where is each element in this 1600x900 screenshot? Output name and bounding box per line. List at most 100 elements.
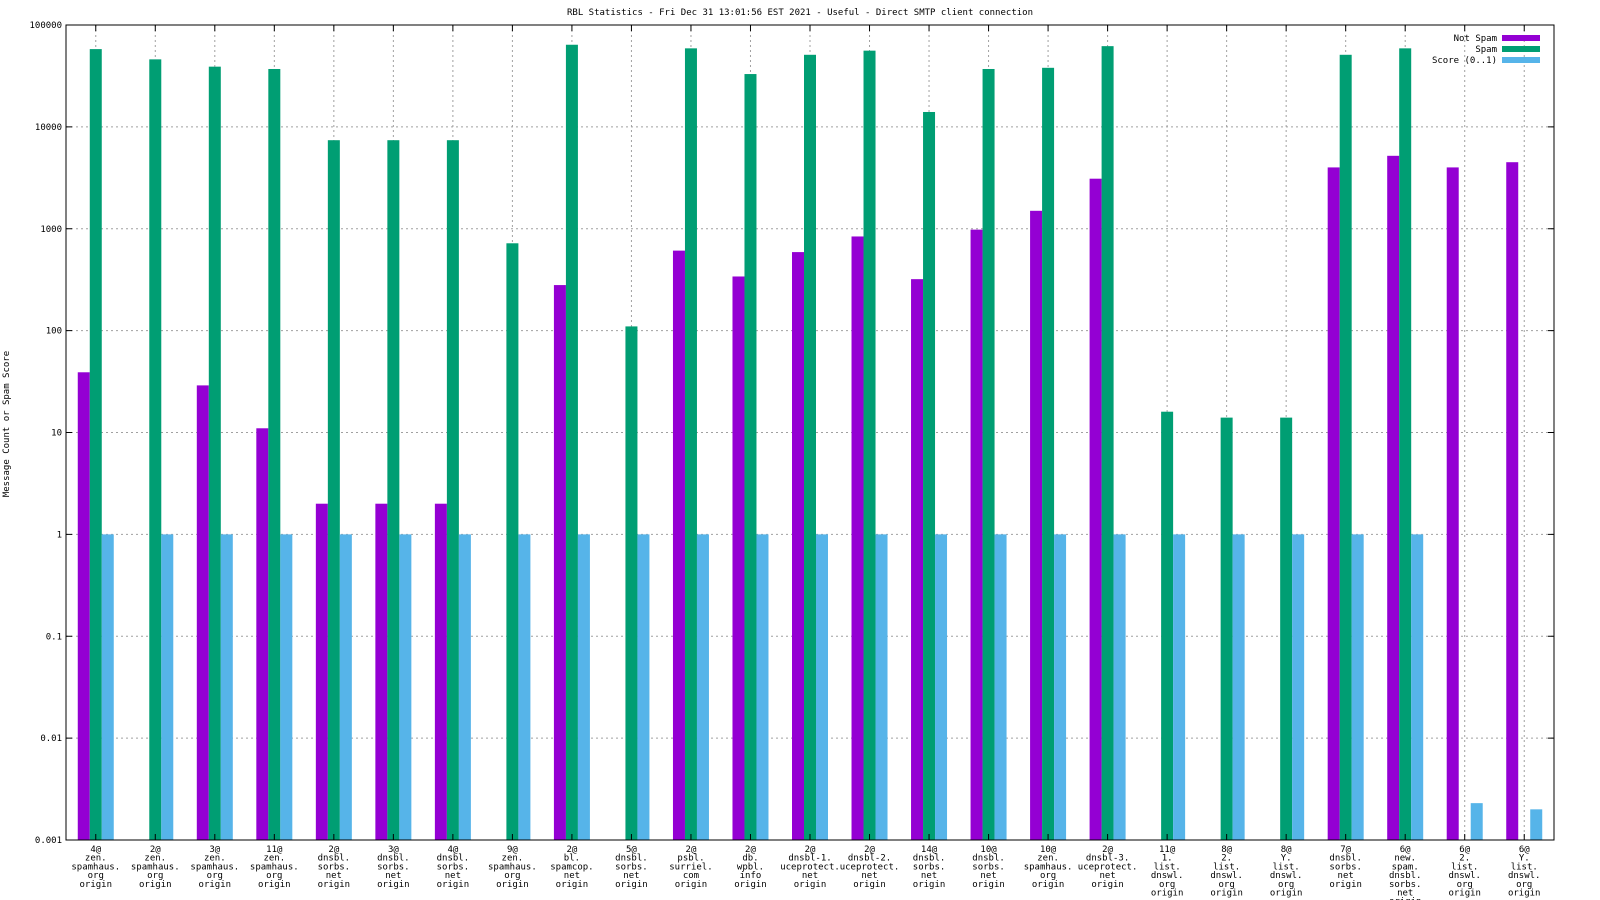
x-tick-label-line: 2@ bbox=[686, 845, 697, 855]
x-tick-label: 10@ zen. spamhaus. org origin bbox=[1024, 845, 1073, 890]
x-tick-label-line: dnsbl-1. bbox=[788, 854, 831, 864]
y-tick-label: 100 bbox=[46, 327, 62, 337]
x-tick-label-line: list. bbox=[1154, 862, 1181, 872]
bar-spam bbox=[327, 140, 340, 840]
x-tick-label-line: dnswl. bbox=[1151, 871, 1184, 881]
x-tick-label: 11@ 1. list. dnswl. org origin bbox=[1151, 845, 1184, 899]
x-tick-label-line: origin bbox=[318, 880, 351, 890]
bar-spam bbox=[923, 111, 936, 840]
bar-score-0-1 bbox=[637, 534, 650, 840]
bar-score-0-1 bbox=[518, 534, 531, 840]
x-tick-label-line: net bbox=[980, 871, 996, 881]
x-tick-label-line: origin bbox=[1508, 889, 1541, 899]
x-tick-label-line: origin bbox=[913, 880, 946, 890]
bar-spam bbox=[565, 44, 578, 840]
x-tick-label-line: spamhaus. bbox=[71, 862, 120, 872]
x-tick-label-line: 10@ bbox=[980, 845, 997, 855]
bar-score-0-1 bbox=[577, 534, 590, 840]
bar-not-spam bbox=[553, 285, 566, 840]
x-tick-label-line: org bbox=[1219, 880, 1235, 890]
legend-label: Score (0..1) bbox=[1432, 56, 1497, 66]
x-tick-label-line: net bbox=[861, 871, 877, 881]
x-tick-label-line: surriel. bbox=[669, 862, 712, 872]
bar-spam bbox=[1280, 417, 1293, 840]
x-tick-label-line: net bbox=[1338, 871, 1354, 881]
x-tick-label-line: org bbox=[504, 871, 520, 881]
x-tick-label-line: 7@ bbox=[1340, 845, 1351, 855]
x-tick-label-line: 4@ bbox=[447, 845, 458, 855]
bar-spam bbox=[1101, 46, 1114, 841]
x-tick-label-line: spamhaus. bbox=[250, 862, 299, 872]
bar-not-spam bbox=[77, 372, 90, 840]
bars bbox=[77, 44, 1543, 841]
x-tick-label-line: 11@ bbox=[1159, 845, 1176, 855]
x-tick-label: 3@ dnsbl. sorbs. net origin bbox=[377, 845, 410, 890]
x-tick-label-line: 1. bbox=[1162, 854, 1173, 864]
x-tick-label-line: 2. bbox=[1459, 854, 1470, 864]
bar-not-spam bbox=[1506, 162, 1519, 840]
x-tick-label-line: 10@ bbox=[1040, 845, 1057, 855]
x-tick-label-line: 8@ bbox=[1281, 845, 1292, 855]
bar-score-0-1 bbox=[875, 534, 888, 840]
bar-not-spam bbox=[315, 503, 328, 840]
bar-score-0-1 bbox=[1232, 534, 1245, 840]
x-tick-label-line: 6@ bbox=[1519, 845, 1530, 855]
bar-spam bbox=[1339, 54, 1352, 841]
x-tick-label-line: spamhaus. bbox=[1024, 862, 1073, 872]
bar-spam bbox=[1220, 417, 1233, 840]
legend-swatch bbox=[1502, 57, 1540, 63]
x-tick-label-line: sorbs. bbox=[437, 862, 470, 872]
bar-not-spam bbox=[732, 276, 745, 840]
x-tick-label-line: sorbs. bbox=[615, 862, 648, 872]
bar-score-0-1 bbox=[161, 534, 174, 840]
bar-not-spam bbox=[970, 229, 983, 840]
x-tick-label-line: 6@ bbox=[1459, 845, 1470, 855]
bar-not-spam bbox=[196, 385, 209, 840]
bar-spam bbox=[1161, 411, 1174, 840]
x-tick-label-line: org bbox=[266, 871, 282, 881]
bar-score-0-1 bbox=[1470, 803, 1483, 840]
bar-score-0-1 bbox=[1411, 534, 1424, 840]
x-tick-label-line: origin bbox=[1448, 889, 1481, 899]
y-axis-label: Message Count or Spam Score bbox=[2, 351, 12, 497]
x-tick-label-line: wpbl. bbox=[737, 862, 764, 872]
x-tick-label-line: 11@ bbox=[266, 845, 283, 855]
bar-spam bbox=[744, 74, 757, 840]
x-tick-label-line: uceprotect. bbox=[840, 862, 900, 872]
bar-score-0-1 bbox=[339, 534, 352, 840]
x-tick-label-line: zen. bbox=[502, 854, 524, 864]
x-tick-label-line: sorbs. bbox=[1329, 862, 1362, 872]
x-tick-label-line: sorbs. bbox=[913, 862, 946, 872]
bar-score-0-1 bbox=[696, 534, 709, 840]
x-tick-label: 3@ zen. spamhaus. org origin bbox=[190, 845, 239, 890]
x-tick-label-line: zen. bbox=[85, 854, 107, 864]
bar-not-spam bbox=[1327, 167, 1340, 840]
x-tick-label-line: dnsbl-2. bbox=[848, 854, 891, 864]
x-tick-label-line: 2@ bbox=[328, 845, 339, 855]
x-tick-label-line: origin bbox=[794, 880, 827, 890]
x-tick-label-line: org bbox=[1040, 871, 1056, 881]
x-tick-label-line: net bbox=[921, 871, 937, 881]
bar-score-0-1 bbox=[1054, 534, 1067, 840]
x-tick-label-line: dnswl. bbox=[1508, 871, 1541, 881]
bar-score-0-1 bbox=[220, 534, 233, 840]
x-tick-label-line: origin bbox=[1329, 880, 1362, 890]
x-tick-label-line: dnsbl. bbox=[913, 854, 946, 864]
x-tick-label-line: 2@ bbox=[1102, 845, 1113, 855]
x-tick-label-line: sorbs. bbox=[1389, 880, 1422, 890]
x-tick-label-line: 2@ bbox=[864, 845, 875, 855]
bar-not-spam bbox=[851, 236, 864, 840]
x-tick-label: 2@ psbl. surriel. com origin bbox=[669, 845, 712, 890]
x-tick-label-line: 3@ bbox=[209, 845, 220, 855]
x-tick-label: 2@ bl. spamcop. net origin bbox=[550, 845, 593, 890]
x-tick-label-line: origin bbox=[1270, 889, 1303, 899]
bar-score-0-1 bbox=[994, 534, 1007, 840]
x-tick-label-line: origin bbox=[1210, 889, 1243, 899]
x-tick-label-line: net bbox=[1397, 889, 1413, 899]
x-tick-label-line: uceprotect. bbox=[1078, 862, 1138, 872]
bar-spam bbox=[804, 54, 816, 841]
x-tick-label-line: sorbs. bbox=[972, 862, 1005, 872]
bar-spam bbox=[1042, 67, 1055, 840]
